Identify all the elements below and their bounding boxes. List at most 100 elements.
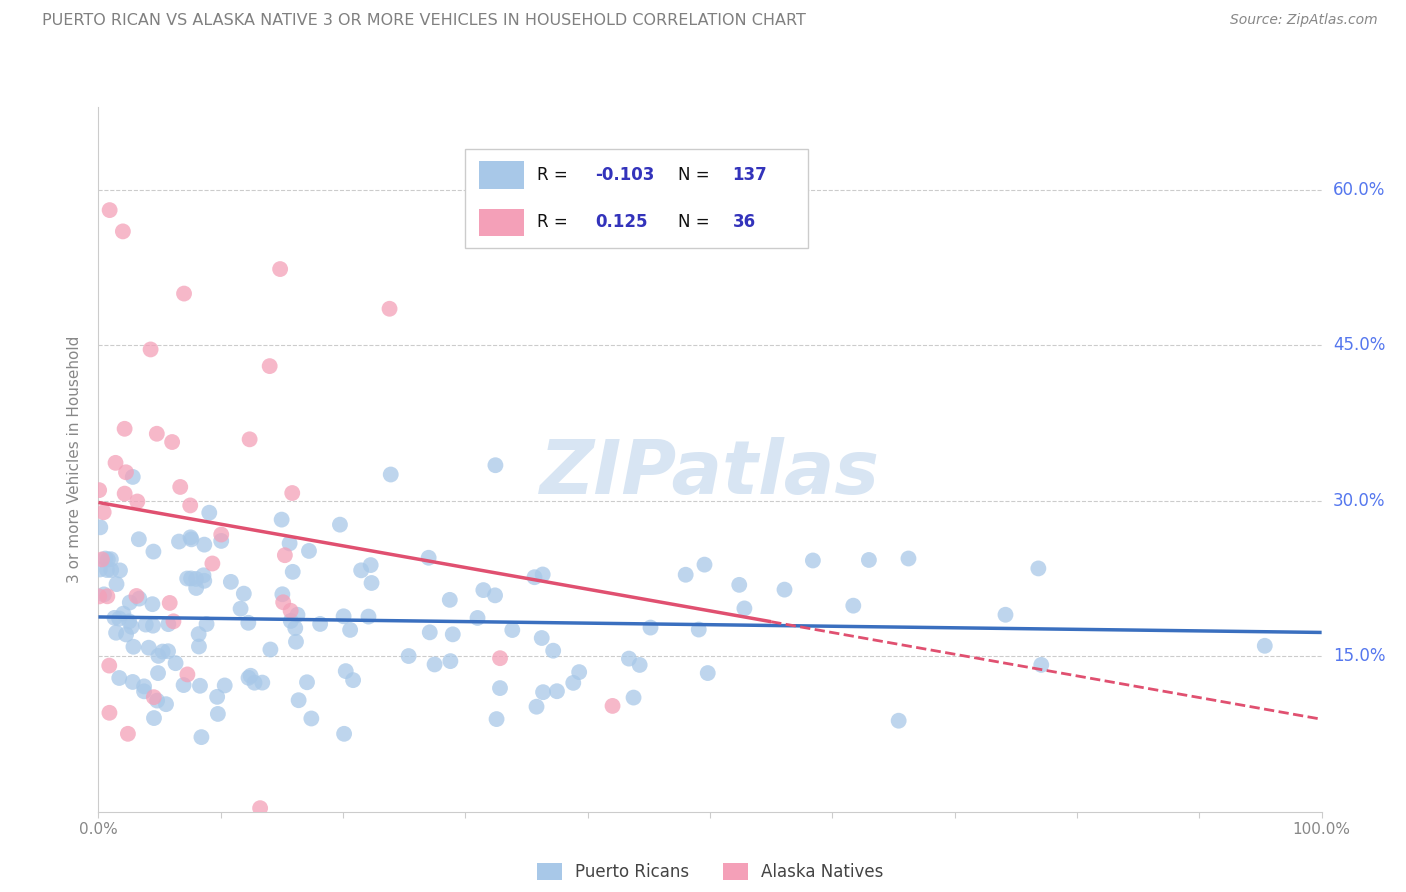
- Point: [176, 572, 198, 586]
- Point: [568, 665, 591, 679]
- Point: [142, 544, 165, 558]
- Point: [439, 592, 461, 607]
- Point: [801, 553, 824, 567]
- Point: [472, 583, 495, 598]
- Text: 15.0%: 15.0%: [1333, 648, 1385, 665]
- Point: [188, 679, 211, 693]
- Point: [187, 627, 209, 641]
- Point: [118, 595, 141, 609]
- Point: [128, 533, 150, 547]
- Point: [179, 499, 201, 513]
- Point: [287, 693, 309, 707]
- Point: [127, 494, 149, 508]
- Point: [118, 615, 141, 629]
- Point: [152, 644, 174, 658]
- Point: [562, 676, 585, 690]
- Point: [526, 699, 548, 714]
- Point: [114, 486, 136, 500]
- Point: [287, 607, 309, 622]
- Point: [357, 609, 380, 624]
- Point: [887, 714, 910, 728]
- Text: Source: ZipAtlas.com: Source: ZipAtlas.com: [1230, 13, 1378, 28]
- Point: [531, 567, 554, 582]
- Point: [103, 611, 125, 625]
- Point: [232, 587, 254, 601]
- Point: [132, 684, 155, 698]
- Point: [335, 664, 357, 678]
- Point: [157, 617, 180, 632]
- Point: [91, 552, 114, 566]
- Text: 60.0%: 60.0%: [1333, 181, 1385, 199]
- Point: [238, 671, 260, 685]
- Point: [89, 520, 111, 534]
- Point: [360, 576, 382, 591]
- Point: [252, 675, 274, 690]
- Point: [207, 706, 229, 721]
- Text: PUERTO RICAN VS ALASKA NATIVE 3 OR MORE VEHICLES IN HOUSEHOLD CORRELATION CHART: PUERTO RICAN VS ALASKA NATIVE 3 OR MORE …: [42, 13, 806, 29]
- Point: [146, 426, 169, 441]
- Point: [187, 640, 209, 654]
- Point: [696, 666, 718, 681]
- Point: [239, 669, 262, 683]
- Point: [485, 712, 508, 726]
- Point: [249, 801, 271, 815]
- Text: 45.0%: 45.0%: [1333, 336, 1385, 354]
- Point: [360, 558, 382, 572]
- Point: [858, 553, 880, 567]
- Point: [93, 587, 115, 601]
- Point: [193, 574, 215, 588]
- Point: [259, 359, 281, 373]
- Point: [205, 690, 228, 704]
- Point: [112, 607, 135, 621]
- Point: [378, 301, 401, 316]
- Point: [89, 562, 111, 576]
- Point: [122, 640, 145, 654]
- Point: [96, 589, 118, 603]
- Legend: Puerto Ricans, Alaska Natives: Puerto Ricans, Alaska Natives: [537, 863, 883, 881]
- Point: [121, 675, 143, 690]
- Point: [94, 551, 117, 566]
- Point: [167, 534, 190, 549]
- Point: [193, 568, 215, 582]
- Point: [219, 574, 242, 589]
- Point: [298, 544, 321, 558]
- Point: [640, 621, 662, 635]
- Point: [350, 563, 373, 577]
- Point: [180, 533, 202, 547]
- Point: [693, 558, 716, 572]
- Point: [142, 618, 165, 632]
- Point: [139, 343, 162, 357]
- Point: [89, 483, 111, 497]
- Point: [546, 684, 568, 698]
- Point: [299, 711, 322, 725]
- Point: [617, 651, 640, 665]
- Point: [842, 599, 865, 613]
- Point: [176, 667, 198, 681]
- Point: [441, 627, 464, 641]
- Point: [271, 587, 294, 601]
- Point: [418, 550, 440, 565]
- Point: [530, 631, 553, 645]
- Point: [160, 435, 183, 450]
- Point: [108, 563, 131, 577]
- Text: 36: 36: [733, 213, 755, 231]
- Point: [198, 506, 221, 520]
- Point: [111, 224, 134, 238]
- Point: [523, 570, 546, 584]
- Point: [173, 678, 195, 692]
- Point: [96, 563, 118, 577]
- Text: R =: R =: [537, 166, 574, 184]
- Point: [121, 470, 143, 484]
- Point: [104, 456, 127, 470]
- Point: [271, 595, 294, 609]
- Point: [238, 615, 260, 630]
- Point: [280, 604, 302, 618]
- Point: [728, 578, 751, 592]
- Point: [489, 651, 512, 665]
- Text: ZIPatlas: ZIPatlas: [540, 437, 880, 510]
- Point: [186, 581, 208, 595]
- Text: N =: N =: [678, 213, 714, 231]
- Point: [115, 465, 138, 479]
- Point: [173, 286, 195, 301]
- Point: [89, 590, 111, 604]
